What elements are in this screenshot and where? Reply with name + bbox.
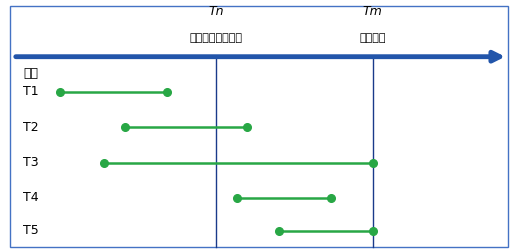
Text: T1: T1 [23,85,39,99]
Text: チェックポイント: チェックポイント [190,33,243,43]
Text: T2: T2 [23,121,39,134]
Text: T4: T4 [23,191,39,204]
Text: T5: T5 [23,224,39,237]
Text: Tn: Tn [208,5,224,18]
Text: T3: T3 [23,156,39,169]
Text: Tm: Tm [363,5,382,18]
Text: 障害発生: 障害発生 [359,33,386,43]
Text: 時刻: 時刻 [23,67,39,80]
